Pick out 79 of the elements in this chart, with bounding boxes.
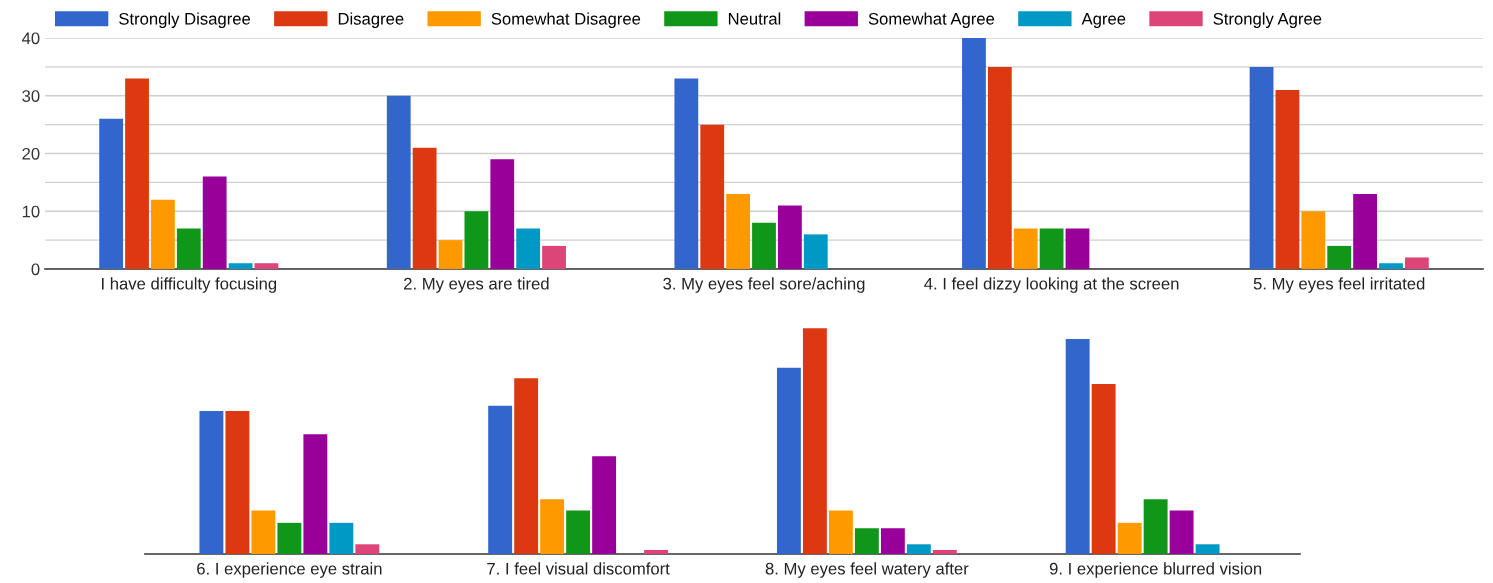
bar xyxy=(329,522,354,554)
bar xyxy=(828,510,853,554)
y-tick-label: 0 xyxy=(31,263,40,276)
x-tick-label: 7. I feel visual discomfort xyxy=(487,562,670,575)
bar xyxy=(202,176,227,269)
bar xyxy=(1143,499,1168,554)
bar xyxy=(464,211,489,269)
legend-label: Agree xyxy=(1081,13,1126,28)
x-tick-label: 2. My eyes are tired xyxy=(404,277,549,293)
bar xyxy=(251,510,276,554)
bar xyxy=(1353,193,1377,269)
legend-label: Neutral xyxy=(728,12,781,25)
legend-label: Disagree xyxy=(338,12,404,28)
bar xyxy=(516,228,541,269)
bar xyxy=(776,367,801,554)
bar xyxy=(1013,228,1038,269)
bar xyxy=(1169,510,1194,554)
bar xyxy=(932,549,957,554)
bar xyxy=(1065,338,1090,554)
legend-label: Strongly Disagree xyxy=(119,12,251,28)
x-tick-label: 4. I feel dizzy looking at the screen xyxy=(924,277,1179,293)
bar xyxy=(490,159,515,269)
bar xyxy=(277,522,302,554)
bar xyxy=(303,434,328,554)
y-tick-label: 10 xyxy=(22,205,40,218)
bar xyxy=(355,544,380,554)
x-tick-label: 3. My eyes feel sore/aching xyxy=(663,277,865,293)
bar xyxy=(700,124,725,269)
bar xyxy=(488,405,513,554)
x-tick-label: 5. My eyes feel irritated xyxy=(1253,277,1425,293)
bar xyxy=(225,411,250,554)
bar xyxy=(803,234,828,269)
x-tick-label: I have difficulty focusing xyxy=(102,277,277,293)
x-tick-label: 8. My eyes feel watery after xyxy=(765,562,969,578)
bar xyxy=(1065,228,1090,269)
bar xyxy=(906,544,931,554)
x-tick-label: 6. I experience eye strain xyxy=(197,562,382,578)
bar xyxy=(880,528,905,554)
y-tick-label: 20 xyxy=(22,147,40,160)
bar xyxy=(1404,257,1429,269)
bar xyxy=(644,549,669,554)
bar xyxy=(674,78,699,269)
bar xyxy=(125,78,149,269)
bar xyxy=(1249,66,1274,269)
bar xyxy=(1039,228,1064,269)
bar xyxy=(1195,544,1220,554)
bar xyxy=(726,193,751,269)
legend-label: Somewhat Disagree xyxy=(491,12,641,28)
bar xyxy=(777,205,802,269)
bar xyxy=(176,228,201,269)
y-tick-label: 40 xyxy=(21,32,40,45)
legend-label: Strongly Agree xyxy=(1213,12,1322,28)
bar xyxy=(514,378,539,554)
bar xyxy=(987,66,1012,269)
bar xyxy=(1379,263,1403,269)
bar xyxy=(1091,383,1116,554)
bar xyxy=(199,411,224,554)
x-tick-label: 9. I experience blurred vision xyxy=(1049,562,1262,578)
bar xyxy=(592,456,617,554)
bar xyxy=(1301,211,1326,269)
bar xyxy=(1117,522,1142,554)
bar xyxy=(566,510,591,554)
bar xyxy=(540,499,565,554)
bar xyxy=(228,263,253,269)
bar xyxy=(99,118,124,269)
legend-label: Somewhat Agree xyxy=(868,12,995,28)
bar xyxy=(752,222,776,269)
bar xyxy=(386,95,411,269)
bar xyxy=(254,263,279,269)
bar xyxy=(438,240,463,269)
bar xyxy=(1327,245,1352,269)
bar xyxy=(962,38,986,269)
bar xyxy=(542,245,566,269)
bar xyxy=(802,328,827,554)
y-tick-label: 30 xyxy=(22,90,40,102)
bar xyxy=(151,199,175,269)
bar xyxy=(1275,89,1300,269)
bar xyxy=(854,528,879,554)
bar xyxy=(412,147,437,269)
